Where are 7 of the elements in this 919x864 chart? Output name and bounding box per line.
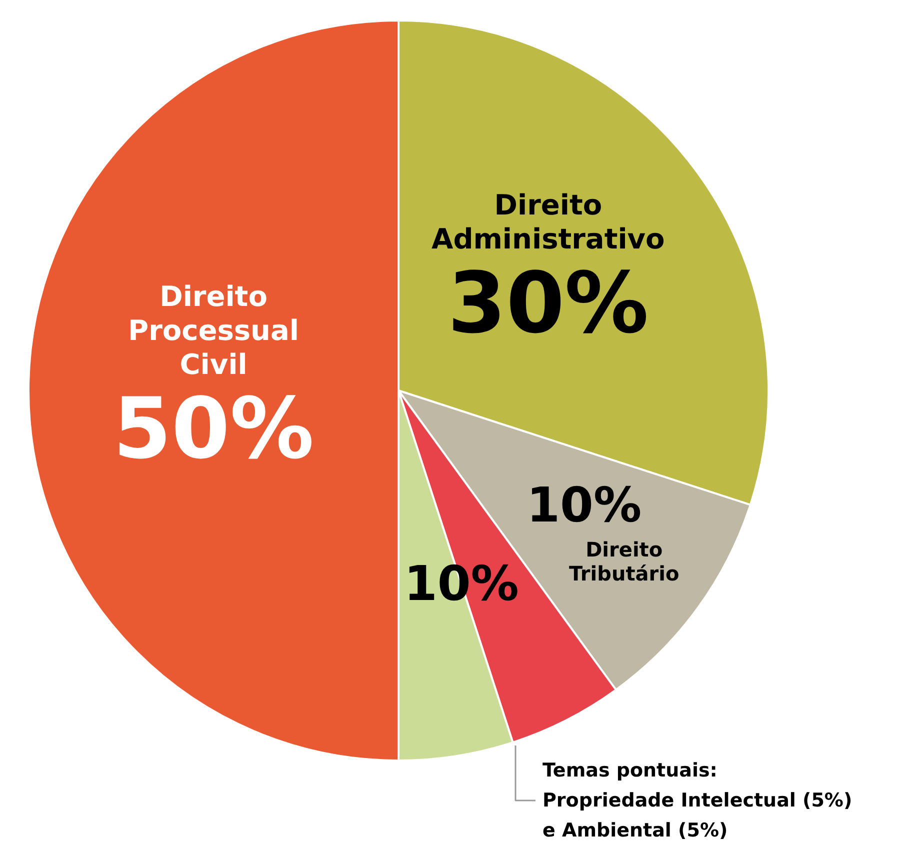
text: Temas pontuais: Propriedade Intelectual (5%) e Ambiental (5%) <box>542 760 852 842</box>
data-label: 10% <box>526 477 642 534</box>
data-label: 50% <box>112 380 314 478</box>
data-label: 30% <box>448 254 649 352</box>
slice-label: Direito Tributário <box>568 537 680 586</box>
slice-label: Direito Processual Civil <box>128 280 299 381</box>
slice-label: Direito Administrativo <box>432 188 665 256</box>
